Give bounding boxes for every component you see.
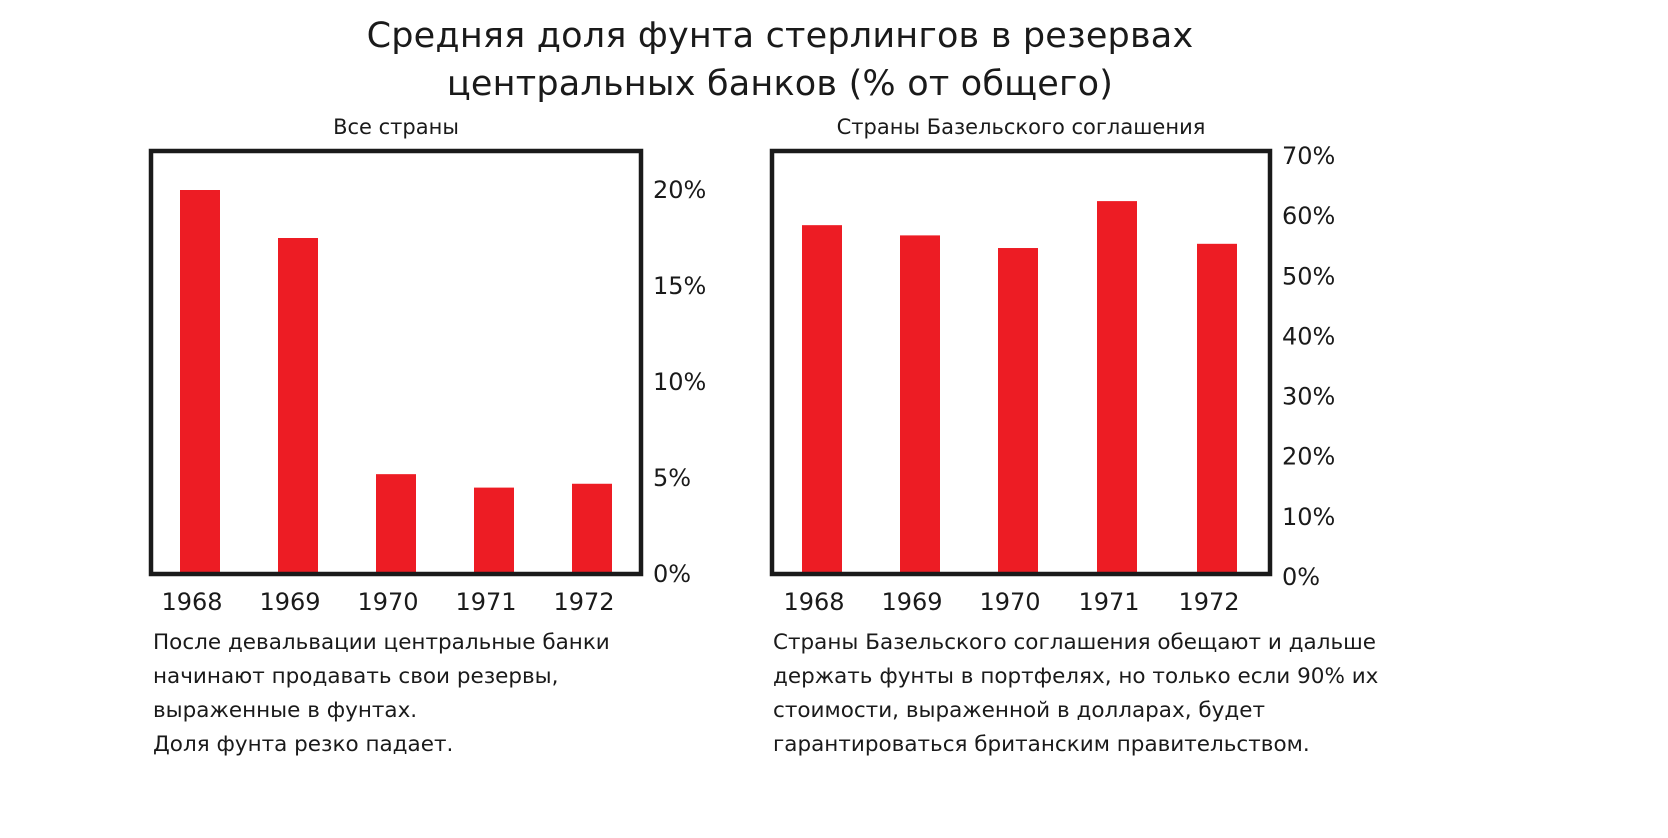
caption-left-line-2: начинают продавать свои резервы, xyxy=(153,664,559,689)
chart-left-ytick-label-2: 10% xyxy=(653,368,706,396)
chart-right-xtick-label-1972: 1972 xyxy=(1178,588,1239,616)
chart-left-bar-1971 xyxy=(474,487,514,574)
chart-left: Все страны 0% 5% 10% 15% 20% 1968 1969 1970 1971 1… xyxy=(148,115,706,616)
caption-right-line-4: гарантироваться британским правительство… xyxy=(773,732,1310,757)
chart-left-xtick-label-1972: 1972 xyxy=(553,588,614,616)
chart-left-ytick-label-3: 15% xyxy=(653,272,706,300)
caption-left-line-3: выраженные в фунтах. xyxy=(153,698,418,723)
caption-right-line-2: держать фунты в портфелях, но только есл… xyxy=(773,664,1379,689)
chart-right-bar-1972 xyxy=(1197,243,1237,574)
chart-left-title: Все страны xyxy=(333,115,459,139)
chart-main-title: Средняя доля фунта стерлингов в резервах… xyxy=(0,12,1560,108)
chart-left-xtick-label-1971: 1971 xyxy=(455,588,516,616)
chart-right-ytick-label-4: 40% xyxy=(1282,322,1335,350)
chart-main-title-line-1: Средняя доля фунта стерлингов в резервах xyxy=(366,16,1194,56)
chart-left-bar-1972 xyxy=(572,483,612,574)
chart-left-ytick-label-4: 20% xyxy=(653,176,706,204)
chart-right-ytick-label-0: 0% xyxy=(1282,563,1320,591)
chart-right-xtick-label-1970: 1970 xyxy=(979,588,1040,616)
chart-right-bar-1968 xyxy=(802,225,842,574)
caption-right-line-1: Страны Базельского соглашения обещают и … xyxy=(773,630,1377,655)
chart-right-ytick-label-1: 10% xyxy=(1282,503,1335,531)
chart-right-xtick-label-1969: 1969 xyxy=(881,588,942,616)
chart-left-xtick-label-1969: 1969 xyxy=(259,588,320,616)
chart-right-bar-1971 xyxy=(1097,201,1137,574)
chart-left-ytick-label-1: 5% xyxy=(653,464,691,492)
caption-left: После девальвации центральные банки начи… xyxy=(153,626,713,762)
caption-right-line-3: стоимости, выраженной в долларах, будет xyxy=(773,698,1265,723)
chart-left-xtick-label-1968: 1968 xyxy=(161,588,222,616)
chart-right-title: Страны Базельского соглашения xyxy=(837,115,1206,139)
chart-right-xtick-label-1968: 1968 xyxy=(783,588,844,616)
chart-right: Страны Базельского соглашения 0% 10% 20% 30%… xyxy=(769,115,1335,616)
chart-right-ytick-label-2: 20% xyxy=(1282,443,1335,471)
chart-right-bar-1970 xyxy=(998,248,1038,575)
chart-right-ytick-label-3: 30% xyxy=(1282,383,1335,411)
chart-left-xtick-label-1970: 1970 xyxy=(357,588,418,616)
chart-left-bar-1969 xyxy=(278,238,318,574)
chart-right-xtick-label-1971: 1971 xyxy=(1078,588,1139,616)
caption-left-line-4: Доля фунта резко падает. xyxy=(153,732,454,757)
chart-right-frame xyxy=(769,148,1273,577)
chart-left-bar-1968 xyxy=(180,190,220,574)
caption-right: Страны Базельского соглашения обещают и … xyxy=(773,626,1473,762)
chart-right-ytick-label-5: 50% xyxy=(1282,262,1335,290)
chart-right-bar-1969 xyxy=(900,235,940,575)
chart-left-bar-1970 xyxy=(376,474,416,574)
caption-left-line-1: После девальвации центральные банки xyxy=(153,630,610,655)
chart-right-ytick-label-6: 60% xyxy=(1282,202,1335,230)
chart-right-ytick-label-7: 70% xyxy=(1282,142,1335,170)
chart-main-title-line-2: центральных банков (% от общего) xyxy=(446,64,1114,104)
chart-left-frame xyxy=(148,148,644,577)
chart-left-ytick-label-0: 0% xyxy=(653,560,691,588)
